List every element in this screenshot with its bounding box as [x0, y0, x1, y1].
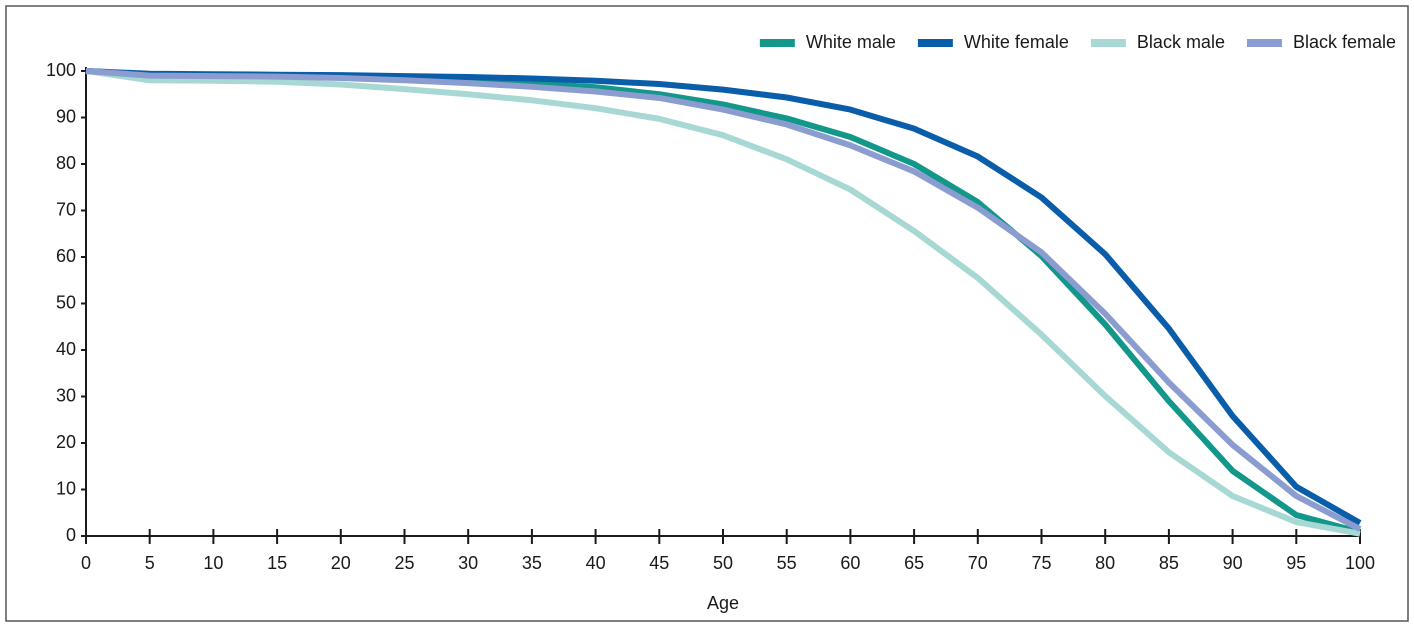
legend-label: White female — [964, 32, 1069, 52]
legend-swatch — [1246, 39, 1282, 47]
series-line — [85, 68, 1362, 532]
x-tick-label: 75 — [1031, 553, 1051, 573]
y-tick-label: 0 — [66, 525, 76, 545]
series-line — [85, 68, 1361, 536]
x-tick-label: 95 — [1286, 553, 1306, 573]
x-tick-label: 0 — [81, 553, 91, 573]
y-tick-label: 10 — [56, 478, 76, 498]
y-tick-label: 60 — [56, 246, 76, 266]
y-tick-label: 80 — [56, 153, 76, 173]
y-tick-label: 100 — [46, 60, 76, 80]
legend-label: Black female — [1293, 32, 1396, 52]
x-tick-label: 55 — [777, 553, 797, 573]
legend-swatch — [759, 39, 795, 47]
x-tick-label: 35 — [522, 553, 542, 573]
x-tick-label: 25 — [394, 553, 414, 573]
legend-label: Black male — [1137, 32, 1225, 52]
x-tick-label: 85 — [1159, 553, 1179, 573]
y-tick-label: 20 — [56, 432, 76, 452]
x-tick-label: 30 — [458, 553, 478, 573]
x-tick-label: 100 — [1345, 553, 1375, 573]
y-tick-label: 30 — [56, 385, 76, 405]
y-tick-label: 40 — [56, 339, 76, 359]
x-tick-label: 40 — [586, 553, 606, 573]
x-tick-label: 50 — [713, 553, 733, 573]
x-tick-label: 90 — [1223, 553, 1243, 573]
x-tick-label: 60 — [840, 553, 860, 573]
legend-swatch — [1090, 39, 1126, 47]
x-tick-label: 15 — [267, 553, 287, 573]
x-tick-label: 70 — [968, 553, 988, 573]
x-tick-label: 5 — [145, 553, 155, 573]
x-tick-label: 65 — [904, 553, 924, 573]
x-axis-label: Age — [707, 593, 739, 613]
x-tick-label: 45 — [649, 553, 669, 573]
x-tick-label: 10 — [203, 553, 223, 573]
y-tick-label: 70 — [56, 199, 76, 219]
y-tick-label: 90 — [56, 106, 76, 126]
x-tick-label: 20 — [331, 553, 351, 573]
y-tick-label: 50 — [56, 292, 76, 312]
legend-swatch — [917, 39, 953, 47]
x-tick-label: 80 — [1095, 553, 1115, 573]
series-line — [85, 68, 1361, 537]
frame — [5, 5, 1409, 622]
legend-label: White male — [806, 32, 896, 52]
